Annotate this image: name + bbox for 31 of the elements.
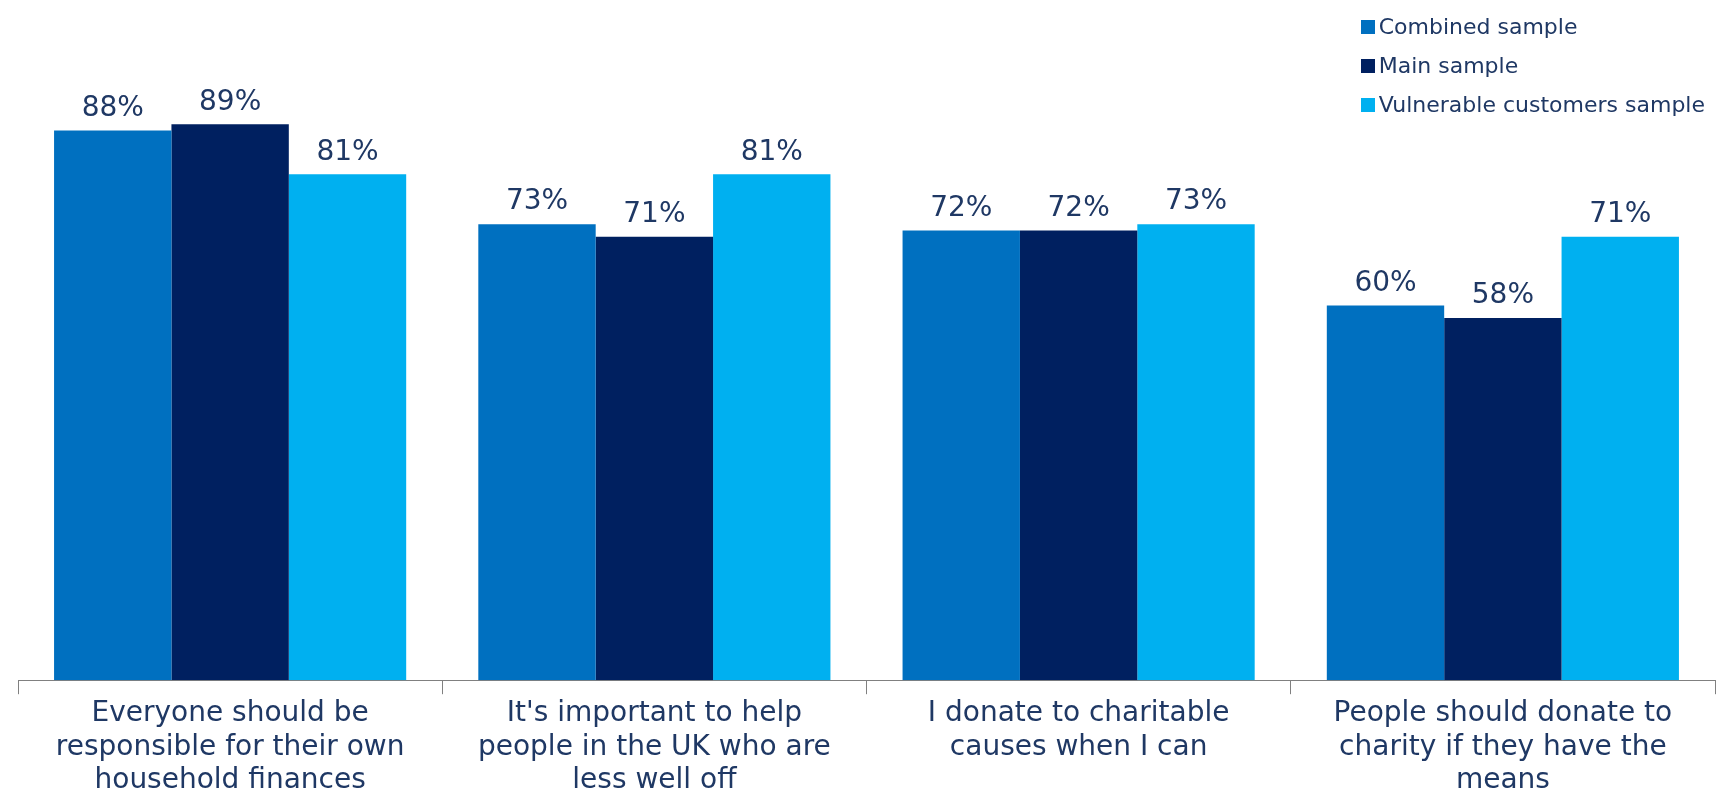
x-tick-label: People should donate to charity if they have the means	[1333, 695, 1673, 796]
bar	[288, 174, 407, 681]
data-label: 71%	[1589, 195, 1652, 229]
bar	[1444, 317, 1562, 681]
x-tick-label: I donate to charitable causes when I can	[927, 695, 1230, 762]
bar	[1326, 305, 1445, 681]
data-label: 81%	[740, 133, 803, 167]
data-label: 81%	[316, 133, 379, 167]
data-label: 58%	[1471, 277, 1534, 311]
legend-label: Main sample	[1378, 53, 1519, 78]
data-label: 88%	[81, 89, 144, 123]
data-label: 89%	[199, 83, 262, 117]
bar	[1019, 230, 1138, 681]
x-tick-label: Everyone should be responsible for their own household finances	[55, 695, 405, 796]
legend-label: Combined sample	[1378, 14, 1578, 39]
x-tick-label: It's important to help people in the UK who are less well off	[477, 695, 831, 796]
data-label: 71%	[623, 195, 686, 229]
bar	[713, 174, 831, 681]
legend-label: Vulnerable customers sample	[1378, 92, 1705, 117]
data-label: 73%	[505, 183, 569, 217]
bar	[171, 124, 289, 681]
bar	[478, 224, 596, 681]
data-label: 72%	[930, 189, 993, 223]
bar	[1137, 224, 1255, 681]
bar	[595, 236, 714, 681]
data-label: 72%	[1047, 189, 1110, 223]
data-label: 60%	[1354, 264, 1417, 298]
bar	[902, 230, 1020, 681]
bar	[54, 130, 172, 681]
data-label: 73%	[1164, 183, 1228, 217]
bar	[1561, 236, 1679, 681]
